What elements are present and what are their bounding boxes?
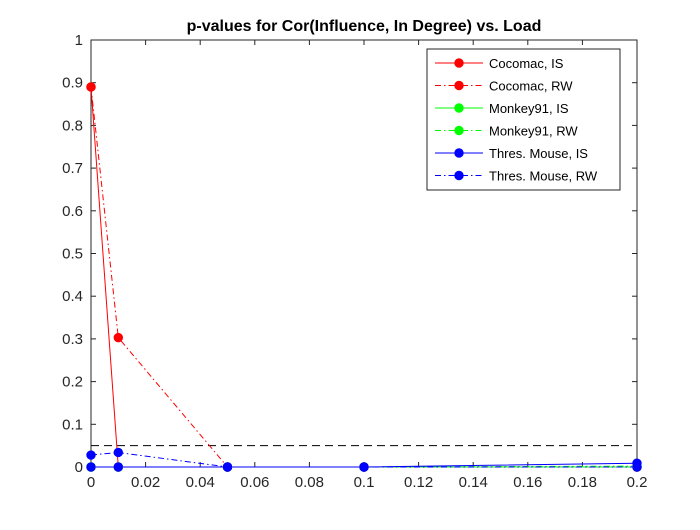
legend-marker-0 [454, 58, 464, 68]
series-1-point [113, 332, 124, 343]
y-tick-label: 0 [75, 459, 83, 476]
x-tick-label: 0 [87, 474, 95, 491]
x-tick-label: 0.02 [131, 474, 160, 491]
x-tick-label: 0.06 [240, 474, 269, 491]
legend-marker-2 [454, 103, 464, 113]
y-tick-label: 0.7 [62, 160, 83, 177]
x-tick-label: 0.04 [186, 474, 215, 491]
x-tick-label: 0.1 [354, 474, 375, 491]
y-tick-label: 0.8 [62, 117, 83, 134]
y-tick-label: 1 [75, 32, 83, 49]
y-tick-label: 0.5 [62, 246, 83, 263]
legend-label-3: Monkey91, RW [489, 124, 578, 139]
series-5-point [222, 462, 233, 472]
legend-marker-4 [454, 148, 464, 158]
x-tick-label: 0.16 [513, 474, 542, 491]
legend-label-1: Cocomac, RW [489, 79, 573, 94]
legend-label-4: Thres. Mouse, IS [489, 146, 588, 161]
x-tick-label: 0.12 [404, 474, 433, 491]
x-tick-label: 0.14 [459, 474, 488, 491]
series-5-point [359, 462, 369, 472]
legend-label-2: Monkey91, IS [489, 101, 569, 116]
series-4-point [113, 462, 124, 472]
series-5-point [86, 450, 96, 460]
y-tick-label: 0.1 [62, 416, 83, 433]
series-5-point [632, 462, 642, 472]
legend-marker-3 [454, 125, 464, 136]
legend-label-0: Cocomac, IS [489, 56, 564, 71]
series-5-point [113, 447, 124, 458]
legend-marker-5 [454, 170, 464, 181]
y-tick-label: 0.6 [62, 203, 83, 220]
y-tick-label: 0.4 [62, 288, 83, 305]
y-tick-label: 0.3 [62, 331, 83, 348]
legend-label-5: Thres. Mouse, RW [489, 169, 598, 184]
x-tick-label: 0.18 [568, 474, 597, 491]
series-4-point [86, 462, 96, 472]
y-tick-label: 0.2 [62, 374, 83, 391]
x-tick-label: 0.2 [627, 474, 648, 491]
legend-marker-1 [454, 80, 464, 91]
legend-box [426, 48, 621, 191]
chart-title: p-values for Cor(Influence, In Degree) v… [187, 18, 542, 35]
x-tick-label: 0.08 [295, 474, 324, 491]
y-tick-label: 0.9 [62, 75, 83, 92]
series-1-point [86, 82, 96, 92]
